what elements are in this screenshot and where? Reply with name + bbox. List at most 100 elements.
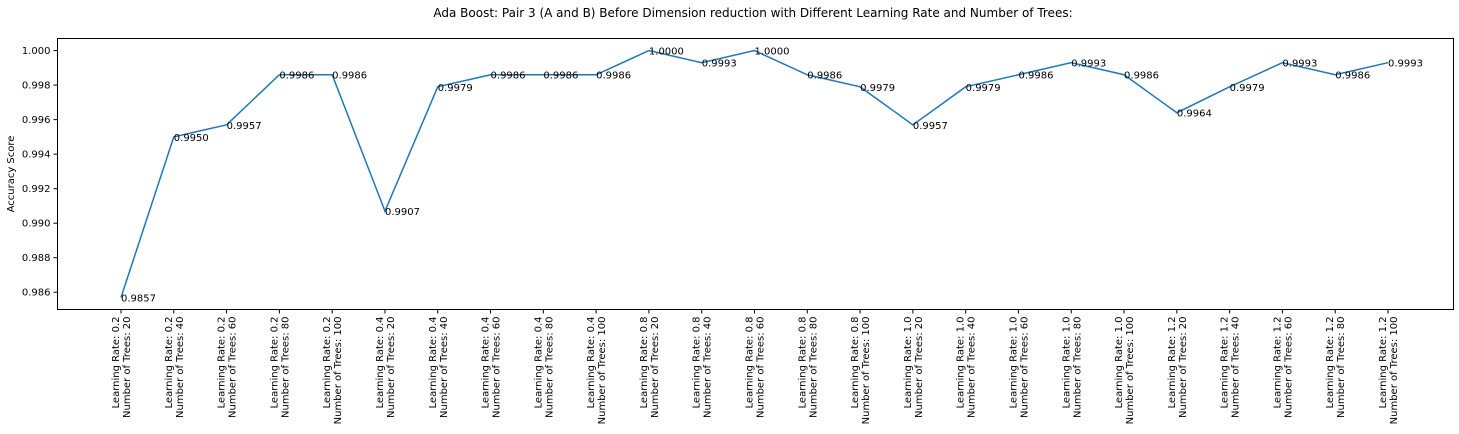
- x-tick-label: Learning Rate: 1.2 Number of Trees: 100: [1378, 317, 1400, 425]
- x-tick-label-number-of-trees: Number of Trees: 60: [1283, 317, 1294, 418]
- x-tick-label-learning-rate: Learning Rate: 0.8: [745, 317, 756, 409]
- x-tick-label-learning-rate: Learning Rate: 0.2: [217, 317, 228, 409]
- data-label: 0.9986: [332, 71, 367, 82]
- data-label: 0.9986: [596, 71, 631, 82]
- x-tick-label: Learning Rate: 0.4 Number of Trees: 60: [481, 317, 503, 418]
- chart-title: Ada Boost: Pair 3 (A and B) Before Dimen…: [433, 6, 1072, 20]
- x-tick-label: Learning Rate: 0.8 Number of Trees: 80: [797, 317, 819, 418]
- x-tick-label-learning-rate: Learning Rate: 1.2: [1272, 317, 1283, 409]
- y-tick-label: 0.996: [22, 115, 51, 126]
- y-tick-label: 0.988: [22, 253, 51, 264]
- data-label: 0.9993: [1282, 59, 1317, 70]
- data-label: 0.9993: [702, 59, 737, 70]
- x-tick-label-number-of-trees: Number of Trees: 20: [1178, 317, 1189, 418]
- x-tick-label-number-of-trees: Number of Trees: 100: [1389, 317, 1400, 425]
- x-tick-label-number-of-trees: Number of Trees: 80: [280, 317, 291, 418]
- y-tick-label: 0.994: [22, 150, 51, 161]
- y-axis-ticks: 0.986 0.988 0.990 0.992 0.994 0.996 0.998 1.000: [22, 46, 58, 299]
- x-tick-label: Learning Rate: 1.0 Number of Trees: 80: [1061, 317, 1083, 418]
- x-tick-label: Learning Rate: 0.8 Number of Trees: 40: [692, 317, 714, 418]
- x-tick-label-number-of-trees: Number of Trees: 20: [122, 317, 133, 418]
- x-tick-label-number-of-trees: Number of Trees: 40: [439, 317, 450, 418]
- x-tick-label-learning-rate: Learning Rate: 0.2: [322, 317, 333, 409]
- y-tick-label: 0.990: [22, 219, 51, 230]
- x-tick-label-learning-rate: Learning Rate: 0.8: [639, 317, 650, 409]
- x-tick-label-number-of-trees: Number of Trees: 20: [650, 317, 661, 418]
- data-label: 0.9986: [1124, 71, 1159, 82]
- x-tick-label-learning-rate: Learning Rate: 0.2: [164, 317, 175, 409]
- x-tick-label-number-of-trees: Number of Trees: 100: [597, 317, 608, 425]
- x-tick-label-learning-rate: Learning Rate: 1.0: [1008, 317, 1019, 409]
- x-tick-label-learning-rate: Learning Rate: 1.0: [956, 317, 967, 409]
- data-label: 0.9907: [385, 207, 420, 218]
- x-tick-label-learning-rate: Learning Rate: 0.2: [111, 317, 122, 409]
- x-tick-label: Learning Rate: 0.2 Number of Trees: 40: [164, 317, 186, 418]
- x-tick-label: Learning Rate: 1.2 Number of Trees: 20: [1167, 317, 1189, 418]
- series-line: [120, 49, 1389, 298]
- x-tick-label: Learning Rate: 1.2 Number of Trees: 60: [1272, 317, 1294, 418]
- x-tick-label-learning-rate: Learning Rate: 0.4: [533, 317, 544, 409]
- x-tick-label-number-of-trees: Number of Trees: 100: [861, 317, 872, 425]
- x-tick-label-learning-rate: Learning Rate: 0.2: [269, 317, 280, 409]
- x-tick-label-number-of-trees: Number of Trees: 40: [967, 317, 978, 418]
- data-label: 0.9979: [860, 83, 895, 94]
- x-tick-label-learning-rate: Learning Rate: 1.0: [1114, 317, 1125, 409]
- x-tick-label-number-of-trees: Number of Trees: 80: [1336, 317, 1347, 418]
- x-tick-label: Learning Rate: 0.2 Number of Trees: 60: [217, 317, 239, 418]
- x-tick-label: Learning Rate: 0.8 Number of Trees: 60: [745, 317, 767, 418]
- data-label: 0.9986: [1335, 71, 1370, 82]
- x-tick-label: Learning Rate: 0.8 Number of Trees: 100: [850, 317, 872, 425]
- x-tick-label-number-of-trees: Number of Trees: 60: [228, 317, 239, 418]
- y-axis-label: Accuracy Score: [6, 136, 17, 213]
- x-tick-label: Learning Rate: 1.0 Number of Trees: 40: [956, 317, 978, 418]
- x-tick-label-number-of-trees: Number of Trees: 40: [175, 317, 186, 418]
- x-tick-label-learning-rate: Learning Rate: 1.2: [1167, 317, 1178, 409]
- x-tick-label: Learning Rate: 0.8 Number of Trees: 20: [639, 317, 661, 418]
- data-label: 0.9979: [1230, 83, 1265, 94]
- data-label: 0.9979: [438, 83, 473, 94]
- x-tick-label: Learning Rate: 0.4 Number of Trees: 40: [428, 317, 450, 418]
- data-label: 0.9986: [1018, 71, 1053, 82]
- data-label: 0.9957: [913, 121, 948, 132]
- x-tick-label: Learning Rate: 1.2 Number of Trees: 80: [1325, 317, 1347, 418]
- data-label: 0.9979: [966, 83, 1001, 94]
- x-tick-label-learning-rate: Learning Rate: 0.4: [481, 317, 492, 409]
- x-tick-label: Learning Rate: 1.0 Number of Trees: 20: [903, 317, 925, 418]
- x-tick-label: Learning Rate: 0.4 Number of Trees: 80: [533, 317, 555, 418]
- x-tick-label-number-of-trees: Number of Trees: 40: [703, 317, 714, 418]
- x-tick-label-learning-rate: Learning Rate: 0.4: [586, 317, 597, 409]
- x-tick-label-learning-rate: Learning Rate: 1.2: [1325, 317, 1336, 409]
- data-label: 0.9993: [1071, 59, 1106, 70]
- x-tick-label-learning-rate: Learning Rate: 0.4: [428, 317, 439, 409]
- data-label: 0.9986: [543, 71, 578, 82]
- x-tick-label: Learning Rate: 1.0 Number of Trees: 100: [1114, 317, 1136, 425]
- x-tick-label-number-of-trees: Number of Trees: 80: [808, 317, 819, 418]
- x-tick-label: Learning Rate: 0.4 Number of Trees: 20: [375, 317, 397, 418]
- x-axis-ticks: Learning Rate: 0.2 Number of Trees: 20 Lea…: [111, 309, 1400, 425]
- x-tick-label-number-of-trees: Number of Trees: 100: [333, 317, 344, 425]
- data-label: 0.9957: [227, 121, 262, 132]
- data-label: 0.9964: [1177, 109, 1212, 120]
- x-tick-label-learning-rate: Learning Rate: 0.8: [850, 317, 861, 409]
- y-tick-label: 0.998: [22, 81, 51, 92]
- x-tick-label-number-of-trees: Number of Trees: 100: [1125, 317, 1136, 425]
- y-tick-label: 0.992: [22, 184, 51, 195]
- x-tick-label: Learning Rate: 0.4 Number of Trees: 100: [586, 317, 608, 425]
- data-label: 1.0000: [649, 47, 684, 58]
- x-tick-label-number-of-trees: Number of Trees: 60: [492, 317, 503, 418]
- y-tick-label: 1.000: [22, 46, 51, 57]
- data-label: 0.9993: [1388, 59, 1423, 70]
- data-labels: 0.9857 0.9950 0.9957 0.9986 0.9986 0.9907 0.99…: [121, 47, 1423, 305]
- data-label: 0.9857: [121, 293, 156, 304]
- y-tick-label: 0.986: [22, 288, 51, 299]
- x-tick-label: Learning Rate: 1.0 Number of Trees: 60: [1008, 317, 1030, 418]
- x-tick-label-learning-rate: Learning Rate: 1.0: [1061, 317, 1072, 409]
- x-tick-label: Learning Rate: 0.2 Number of Trees: 80: [269, 317, 291, 418]
- x-tick-label: Learning Rate: 0.2 Number of Trees: 100: [322, 317, 344, 425]
- x-tick-label-number-of-trees: Number of Trees: 20: [386, 317, 397, 418]
- x-tick-label: Learning Rate: 0.2 Number of Trees: 20: [111, 317, 133, 418]
- x-tick-label-learning-rate: Learning Rate: 0.4: [375, 317, 386, 409]
- x-tick-label-learning-rate: Learning Rate: 0.8: [692, 317, 703, 409]
- plot-frame: [57, 38, 1454, 310]
